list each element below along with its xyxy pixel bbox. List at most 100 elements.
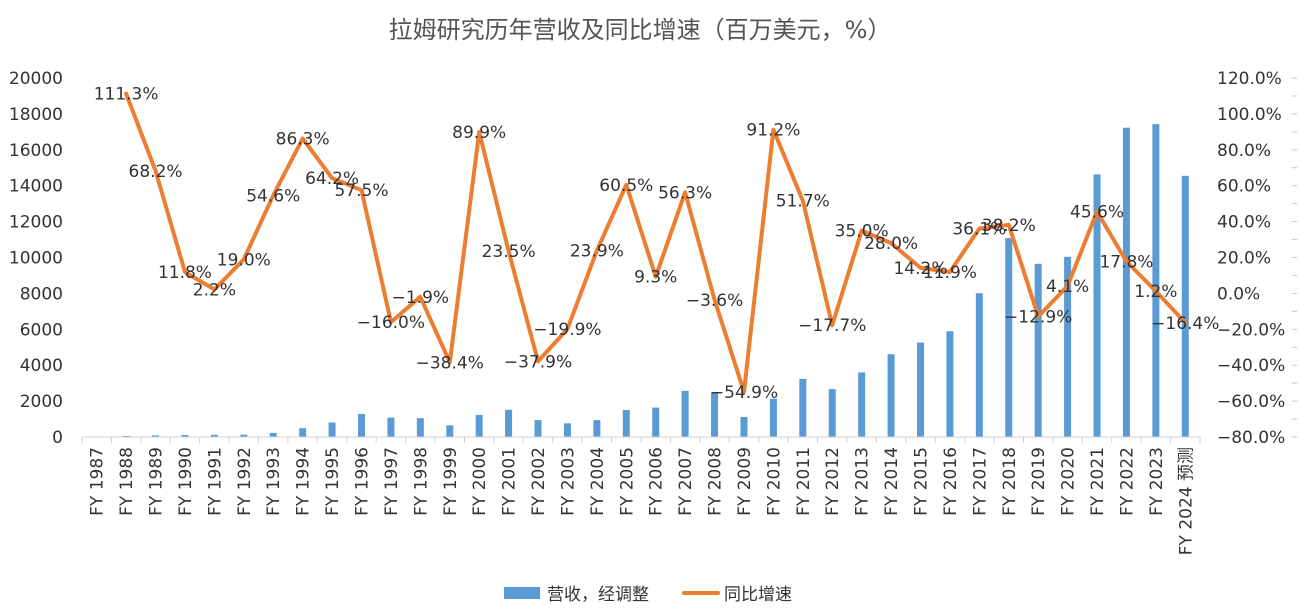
growth-data-label: −37.9% xyxy=(504,352,572,372)
revenue-bar xyxy=(240,434,248,437)
x-tick-label: FY 1994 xyxy=(294,447,314,516)
revenue-bar xyxy=(416,418,424,437)
right-tick-label: 60.0% xyxy=(1217,177,1271,197)
x-tick-label: FY 2008 xyxy=(706,447,726,516)
left-tick-label: 18000 xyxy=(9,105,63,125)
growth-data-label: 45.6% xyxy=(1070,203,1124,223)
growth-data-label: 91.2% xyxy=(746,121,800,141)
revenue-bar xyxy=(828,389,836,437)
revenue-bar xyxy=(946,331,954,437)
x-tick-label: FY 2012 xyxy=(823,447,843,516)
x-tick-label: FY 2011 xyxy=(794,447,814,516)
growth-data-labels: 111.3% 68.2% 11.8%2.2% 19.0% 54.6% 86.3% 64.2%… xyxy=(94,85,1220,403)
growth-data-label: 17.8% xyxy=(1099,252,1153,272)
x-tick-label: FY 2017 xyxy=(970,447,990,516)
x-tick-label: FY 2024 预测 xyxy=(1176,447,1196,555)
left-tick-label: 14000 xyxy=(9,177,63,197)
left-y-axis: 0 2000 4000 6000 8000 10000 12000 14000 16000 180… xyxy=(9,69,63,448)
growth-data-label: 60.5% xyxy=(599,176,653,196)
x-tick-label: FY 1995 xyxy=(323,447,343,516)
growth-data-label: −12.9% xyxy=(1004,308,1072,328)
growth-data-label: 4.1% xyxy=(1046,277,1089,297)
left-tick-label: 20000 xyxy=(9,69,63,89)
x-tick-label: FY 2015 xyxy=(912,447,932,516)
growth-data-label: 11.9% xyxy=(923,263,977,283)
left-tick-label: 10000 xyxy=(9,249,63,269)
left-tick-label: 6000 xyxy=(20,320,63,340)
x-tick-label: FY 2006 xyxy=(647,447,667,516)
revenue-bar xyxy=(534,420,542,437)
growth-data-label: 68.2% xyxy=(129,162,183,182)
revenue-bar xyxy=(917,342,924,437)
growth-data-label: −54.9% xyxy=(710,383,778,403)
revenue-bar xyxy=(475,414,483,437)
revenue-bar xyxy=(711,392,719,437)
right-tick-label: −60.0% xyxy=(1217,392,1285,412)
x-tick-label: FY 1992 xyxy=(235,447,255,516)
growth-data-label: 35.0% xyxy=(835,222,889,242)
x-tick-label: FY 2004 xyxy=(588,447,608,516)
revenue-bar xyxy=(681,390,689,437)
revenue-bar xyxy=(328,422,336,437)
growth-data-label: −16.0% xyxy=(357,313,425,333)
left-tick-label: 16000 xyxy=(9,141,63,161)
left-tick-label: 4000 xyxy=(20,356,63,376)
revenue-bar xyxy=(1005,238,1013,437)
revenue-bar xyxy=(799,378,807,437)
x-tick-label: FY 2023 xyxy=(1147,447,1167,516)
right-tick-label: −80.0% xyxy=(1217,428,1285,448)
x-tick-label: FY 2005 xyxy=(617,447,637,516)
revenue-bar xyxy=(1064,256,1072,437)
right-tick-label: −40.0% xyxy=(1217,356,1285,376)
growth-data-label: −3.6% xyxy=(686,291,743,311)
revenue-bar xyxy=(299,428,307,437)
growth-data-label: −38.4% xyxy=(416,353,484,373)
revenue-bar xyxy=(740,416,748,437)
legend-bar-label: 营收，经调整 xyxy=(547,585,649,605)
right-tick-label: −20.0% xyxy=(1217,320,1285,340)
left-tick-label: 12000 xyxy=(9,213,63,233)
left-tick-label: 0 xyxy=(52,428,63,448)
growth-data-label: 19.0% xyxy=(217,250,271,270)
revenue-bar xyxy=(152,435,160,437)
growth-data-label: −1.9% xyxy=(392,288,449,308)
x-tick-label: FY 1993 xyxy=(264,447,284,516)
x-tick-label: FY 2022 xyxy=(1117,447,1137,516)
x-tick-label: FY 1991 xyxy=(205,447,225,516)
revenue-bar xyxy=(1122,127,1130,437)
x-tick-label: FY 2000 xyxy=(470,447,490,516)
chart-title: 拉姆研究历年营收及同比增速（百万美元，%） xyxy=(389,16,892,44)
revenue-bars xyxy=(93,124,1189,438)
right-tick-label: 120.0% xyxy=(1217,69,1282,89)
x-tick-label: FY 1999 xyxy=(441,447,461,516)
growth-data-label: 2.2% xyxy=(193,280,236,300)
x-tick-label: FY 2020 xyxy=(1059,447,1079,516)
x-tick-label: FY 2002 xyxy=(529,447,549,516)
growth-data-label: −19.9% xyxy=(533,320,601,340)
growth-data-label: −16.4% xyxy=(1151,314,1219,334)
left-tick-label: 8000 xyxy=(20,284,63,304)
growth-data-label: 56.3% xyxy=(658,183,712,203)
legend: 营收，经调整 同比增速 xyxy=(504,585,792,605)
growth-data-label: −17.7% xyxy=(798,316,866,336)
growth-data-label: 23.5% xyxy=(482,242,536,262)
x-tick-label: FY 1987 xyxy=(88,447,108,516)
right-tick-label: 20.0% xyxy=(1217,249,1271,269)
x-tick-label: FY 2009 xyxy=(735,447,755,516)
revenue-bar xyxy=(1093,174,1101,438)
revenue-bar xyxy=(181,435,189,437)
revenue-bar xyxy=(769,398,777,437)
x-tick-label: FY 1990 xyxy=(176,447,196,516)
revenue-bar xyxy=(858,372,866,437)
x-tick-label: FY 1996 xyxy=(353,447,373,516)
x-tick-label: FY 2001 xyxy=(500,447,520,516)
right-tick-label: 100.0% xyxy=(1217,105,1282,125)
growth-data-label: 9.3% xyxy=(634,268,677,288)
x-tick-label: FY 2007 xyxy=(676,447,696,516)
right-tick-label: 80.0% xyxy=(1217,141,1271,161)
x-tick-label: FY 1988 xyxy=(117,447,137,516)
revenue-bar xyxy=(269,432,277,437)
revenue-bar xyxy=(1034,263,1042,437)
right-y-axis: −80.0% −60.0% −40.0% −20.0% 0.0% 20.0% 40.0% 60… xyxy=(1217,69,1297,448)
